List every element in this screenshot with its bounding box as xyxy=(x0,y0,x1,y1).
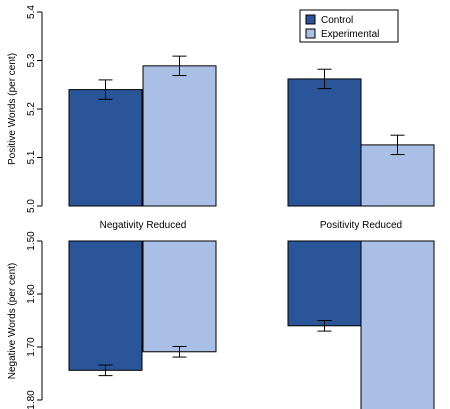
legend-box xyxy=(299,9,399,43)
bar-control-positivity-reduced xyxy=(287,240,362,327)
y-tick-label: 1.50 xyxy=(26,231,37,251)
error-bar xyxy=(317,68,332,90)
y-tick-label: 1.80 xyxy=(26,390,37,409)
legend-swatch-experimental xyxy=(305,28,316,39)
category-labels: Negativity Reduced Positivity Reduced xyxy=(100,220,402,231)
y-tick-label: 5.4 xyxy=(26,5,37,19)
bottom-panel: 1.50 1.60 1.70 1.80 Negative Words (per cent… xyxy=(7,231,435,409)
bar-control-negativity-reduced xyxy=(68,240,143,371)
y-tick-label: 5.1 xyxy=(26,150,37,164)
y-tick-label: 5.3 xyxy=(26,53,37,67)
y-tick-label: 1.60 xyxy=(26,284,37,304)
bar-control-positivity-reduced xyxy=(287,78,362,207)
error-bar xyxy=(172,345,187,358)
error-bar xyxy=(390,134,405,156)
top-panel: 5.0 5.1 5.2 5.3 5.4 Positive Words (per cent) xyxy=(7,5,435,213)
y-tick-label: 5.0 xyxy=(26,199,37,213)
error-bar xyxy=(98,79,113,100)
error-bar xyxy=(98,364,113,377)
error-bar xyxy=(317,320,332,332)
y-axis-label: Negative Words (per cent) xyxy=(7,263,18,380)
legend-label-control: Control xyxy=(321,15,353,26)
category-label-negativity-reduced: Negativity Reduced xyxy=(100,220,187,231)
bar-control-negativity-reduced xyxy=(68,89,143,207)
legend-swatch-control xyxy=(305,14,316,25)
legend: Control Experimental xyxy=(299,9,399,43)
error-bar xyxy=(172,55,187,77)
bar-experimental-negativity-reduced xyxy=(142,240,217,353)
bar-experimental-positivity-reduced xyxy=(360,240,435,409)
y-tick-label: 1.70 xyxy=(26,337,37,357)
y-tick-label: 5.2 xyxy=(26,102,37,116)
bar-experimental-negativity-reduced xyxy=(142,65,217,207)
category-label-positivity-reduced: Positivity Reduced xyxy=(320,220,402,231)
y-axis-label: Positive Words (per cent) xyxy=(7,53,18,165)
legend-label-experimental: Experimental xyxy=(321,29,379,40)
